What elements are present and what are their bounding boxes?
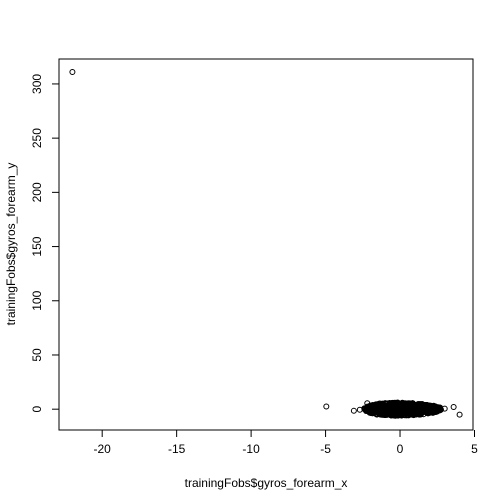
- y-tick-label: 300: [30, 74, 44, 94]
- x-tick-label: -15: [168, 442, 186, 456]
- data-point: [408, 404, 415, 411]
- data-point: [450, 404, 457, 411]
- cloud-point: [403, 402, 410, 409]
- data-point: [368, 407, 375, 414]
- y-tick-label: 100: [30, 290, 44, 310]
- cloud-point: [394, 412, 401, 419]
- data-point: [404, 409, 411, 416]
- y-tick-label: 50: [30, 348, 44, 362]
- data-point: [456, 411, 463, 418]
- cloud-point: [378, 408, 385, 415]
- cloud-point: [392, 400, 399, 407]
- data-point: [69, 69, 76, 76]
- data-point: [395, 405, 402, 412]
- y-tick-label: 150: [30, 236, 44, 256]
- cloud-point: [424, 402, 431, 409]
- data-point: [413, 410, 420, 417]
- y-tick-label: 250: [30, 128, 44, 148]
- data-point: [400, 402, 407, 409]
- x-axis: -20 -15 -10 -5 0 5: [94, 430, 478, 456]
- y-axis: 0 50 100 150 200 250 300: [30, 74, 59, 413]
- y-tick-label: 0: [30, 406, 44, 413]
- y-tick-label: 200: [30, 182, 44, 202]
- x-tick-label: -20: [94, 442, 112, 456]
- data-point: [441, 405, 448, 412]
- cloud-point: [363, 405, 370, 412]
- cloud-point: [414, 409, 421, 416]
- data-point: [373, 402, 380, 409]
- y-axis-title: trainingFobs$gyros_forearm_y: [4, 163, 18, 326]
- x-tick-label: -10: [242, 442, 260, 456]
- data-point: [377, 405, 384, 412]
- x-tick-label: 0: [397, 442, 404, 456]
- data-point: [435, 407, 442, 414]
- data-point: [364, 400, 371, 407]
- data-point: [361, 405, 368, 412]
- plot-frame: [58, 58, 474, 431]
- x-tick-label: -5: [320, 442, 331, 456]
- data-point: [386, 408, 393, 415]
- x-axis-title: trainingFobs$gyros_forearm_x: [185, 476, 348, 490]
- data-point: [323, 403, 330, 410]
- data-points: [69, 69, 463, 418]
- data-point: [391, 401, 398, 408]
- data-point: [350, 407, 357, 414]
- data-point: [382, 400, 389, 407]
- cloud-point: [367, 405, 374, 412]
- x-tick-label: 5: [471, 442, 478, 456]
